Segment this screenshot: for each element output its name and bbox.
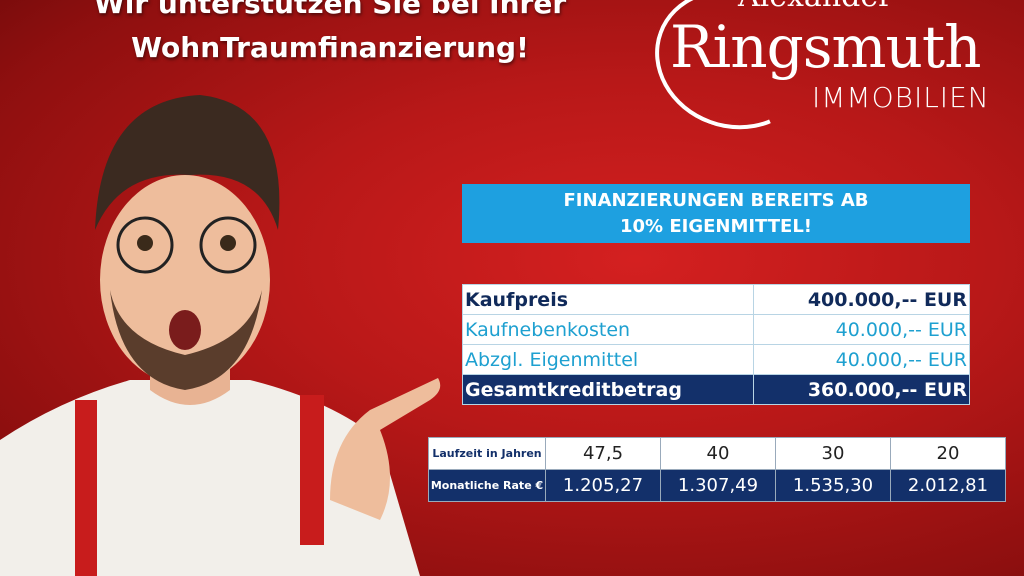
term-cell: 20 bbox=[890, 437, 1006, 470]
table-row: Kaufpreis 400.000,-- EUR bbox=[461, 284, 970, 315]
table-row: Abzgl. Eigenmittel 40.000,-- EUR bbox=[461, 344, 970, 375]
logo-first-name: Alexander bbox=[738, 0, 892, 14]
row-value: 40.000,-- EUR bbox=[753, 344, 970, 375]
financing-cost-table: Kaufpreis 400.000,-- EUR Kaufnebenkosten… bbox=[461, 284, 970, 405]
headline: Wir unterstützen Sie bei Ihrer WohnTraum… bbox=[20, 0, 640, 70]
rate-row: Monatliche Rate € 1.205,27 1.307,49 1.53… bbox=[428, 469, 1006, 502]
row-value: 360.000,-- EUR bbox=[753, 374, 970, 405]
table-row: Kaufnebenkosten 40.000,-- EUR bbox=[461, 314, 970, 345]
row-label: Abzgl. Eigenmittel bbox=[461, 344, 755, 375]
term-row: Laufzeit in Jahren 47,5 40 30 20 bbox=[428, 437, 1006, 470]
banner-line-1: FINANZIERUNGEN BEREITS AB bbox=[563, 190, 869, 211]
rate-table: Laufzeit in Jahren 47,5 40 30 20 Monatli… bbox=[428, 437, 1006, 502]
logo-subtitle: IMMOBILIEN bbox=[812, 81, 990, 114]
rate-label: Monatliche Rate € bbox=[428, 469, 546, 502]
surprised-man-pointing-image bbox=[0, 95, 441, 576]
row-label: Kaufpreis bbox=[461, 284, 755, 315]
row-label: Kaufnebenkosten bbox=[461, 314, 755, 345]
headline-line-2: WohnTraumfinanzierung! bbox=[131, 31, 529, 64]
term-cell: 47,5 bbox=[545, 437, 661, 470]
term-cell: 30 bbox=[775, 437, 891, 470]
rate-cell: 2.012,81 bbox=[890, 469, 1006, 502]
row-value: 400.000,-- EUR bbox=[753, 284, 970, 315]
company-logo: Alexander Ringsmuth IMMOBILIEN bbox=[635, 0, 1020, 151]
rate-cell: 1.307,49 bbox=[660, 469, 776, 502]
term-label: Laufzeit in Jahren bbox=[428, 437, 546, 470]
row-value: 40.000,-- EUR bbox=[753, 314, 970, 345]
rate-cell: 1.535,30 bbox=[775, 469, 891, 502]
rate-cell: 1.205,27 bbox=[545, 469, 661, 502]
promo-banner: FINANZIERUNGEN BEREITS AB 10% EIGENMITTE… bbox=[462, 184, 970, 243]
table-row-total: Gesamtkreditbetrag 360.000,-- EUR bbox=[461, 374, 970, 405]
term-cell: 40 bbox=[660, 437, 776, 470]
row-label: Gesamtkreditbetrag bbox=[461, 374, 755, 405]
headline-line-1: Wir unterstützen Sie bei Ihrer bbox=[93, 0, 567, 20]
banner-line-2: 10% EIGENMITTEL! bbox=[619, 216, 813, 237]
logo-last-name: Ringsmuth bbox=[670, 13, 981, 81]
